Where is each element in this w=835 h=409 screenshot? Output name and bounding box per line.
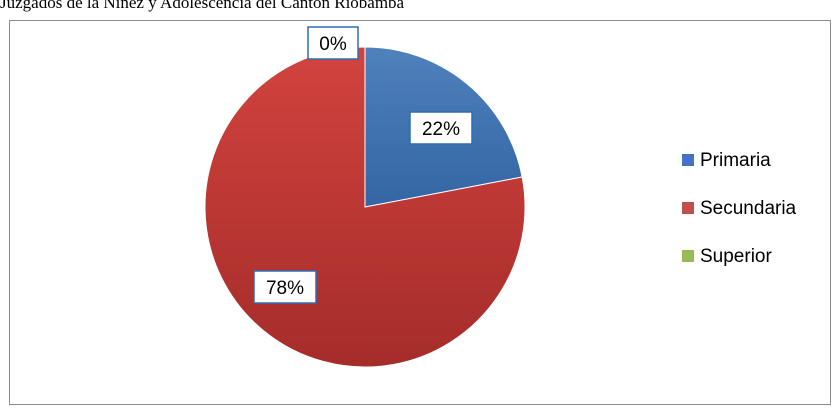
legend-swatch-primaria — [682, 154, 694, 166]
legend-label-secundaria: Secundaria — [700, 198, 797, 219]
pie-slices — [204, 46, 526, 368]
data-label-box-secundaria — [253, 270, 317, 304]
legend-label-primaria: Primaria — [700, 150, 771, 171]
data-label-primaria: 22% — [422, 119, 460, 140]
pie-data-labels: 22% 78% 0% — [253, 26, 473, 304]
legend-swatch-secundaria — [682, 202, 694, 214]
legend-swatch-superior — [682, 250, 694, 262]
chart-legend: Primaria Secundaria Superior — [682, 150, 797, 267]
legend-label-superior: Superior — [700, 246, 772, 267]
page-title: Juzgados de la Niñez y Adolescencia del … — [0, 0, 405, 12]
data-label-secundaria: 78% — [266, 278, 304, 299]
data-label-box-primaria — [409, 111, 473, 145]
data-label-superior: 0% — [319, 34, 347, 55]
data-label-box-superior — [307, 26, 359, 60]
